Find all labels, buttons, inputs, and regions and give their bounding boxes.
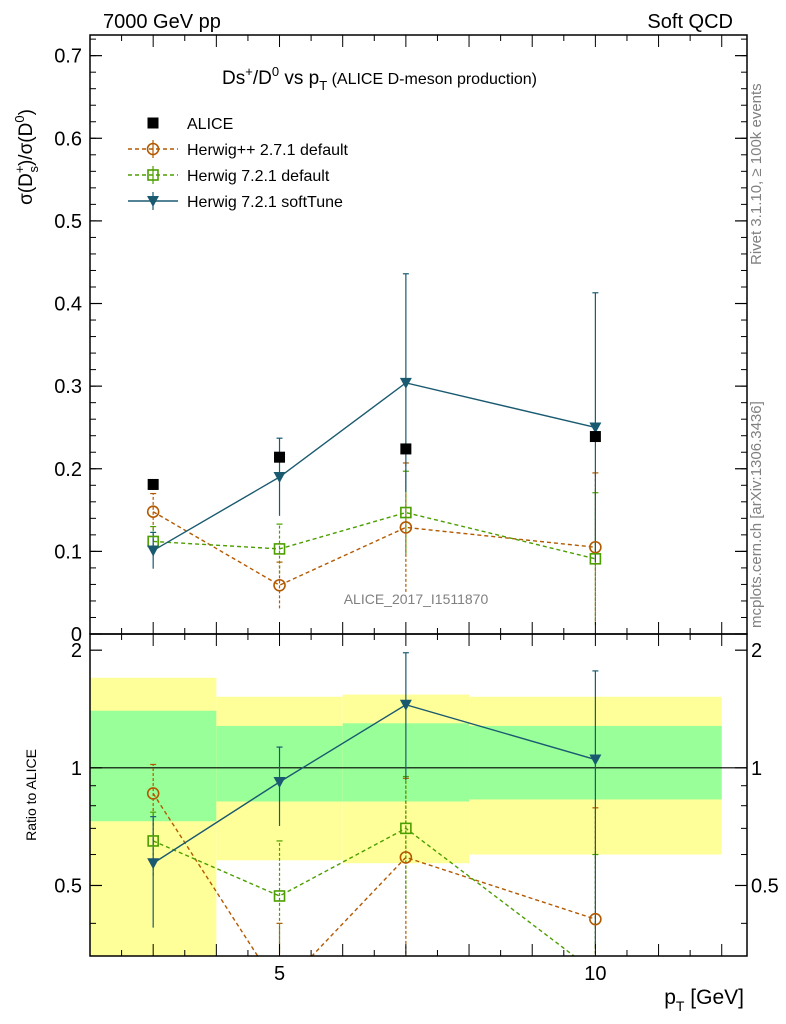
main-series-2-line <box>153 511 596 560</box>
main-series-0-point-1 <box>274 451 286 463</box>
ratio-series-1-line <box>152 827 576 956</box>
ratio-series-1-point-1 <box>273 890 286 902</box>
x-axis-label: pT [GeV] <box>664 986 744 1014</box>
ratio-series-2-point-0 <box>147 858 160 870</box>
ratio-ylabel: Ratio to ALICE <box>23 749 39 841</box>
ratio-ytick-label-right-2: 2 <box>751 640 762 662</box>
ratio-series-1-line-group <box>152 827 576 956</box>
ratio-series-2-point-3 <box>589 754 602 766</box>
main-ytick-label-4: 0.4 <box>54 294 82 316</box>
ratio-ytick-label-2: 2 <box>71 640 82 662</box>
main-series-2-point-2 <box>400 506 412 519</box>
main-series-3-point-2 <box>399 377 412 389</box>
main-series-0-point-3 <box>589 431 601 443</box>
main-ytick-label-0: 0 <box>71 624 82 646</box>
analysis-watermark: ALICE_2017_I1511870 <box>344 591 489 607</box>
mcplots-label: mcplots.cern.ch [arXiv:1306.3436] <box>748 401 765 628</box>
main-series-1-line-group <box>152 511 596 587</box>
ratio-series-2-point-1 <box>273 776 286 788</box>
main-series-0-point-2 <box>400 443 412 455</box>
main-series-3-point-0 <box>147 545 160 557</box>
stat-uncertainty-band-0 <box>90 710 217 822</box>
main-ytick-label-3: 0.3 <box>54 376 82 398</box>
rivet-label: Rivet 3.1.10, ≥ 100k events <box>748 83 765 265</box>
legend-marker-2 <box>147 169 159 181</box>
ratio-frame <box>89 633 748 957</box>
main-title: Ds+/D0 vs pT (ALICE D-meson production) <box>222 64 537 93</box>
main-series-1-point-1 <box>273 578 286 592</box>
xtick-label-1: 10 <box>584 963 606 985</box>
ratio-series-0-point-0 <box>146 787 160 800</box>
ratio-series-0-line <box>152 793 596 956</box>
ratio-series-2-point-2 <box>399 699 412 711</box>
ratio-series-0-point-3 <box>589 912 602 926</box>
main-series-1-point-3 <box>589 540 602 554</box>
main-series-3-point-3 <box>589 422 602 434</box>
xtick-label-0: 5 <box>274 963 285 985</box>
main-series-1-point-0 <box>146 505 160 519</box>
legend-label-0: ALICE <box>187 116 233 133</box>
legend-label-1: Herwig++ 2.7.1 default <box>187 142 349 159</box>
main-series-2-point-1 <box>273 543 286 555</box>
legend-marker-3 <box>147 196 159 207</box>
main-series-3-line <box>152 382 596 552</box>
main-series-0-point-0 <box>147 478 159 490</box>
ratio-series-0-line-group <box>152 793 596 956</box>
main-series-3-point-1 <box>273 472 286 484</box>
main-series-1-line <box>152 511 596 587</box>
ratio-ytick-label-0: 0.5 <box>54 875 82 897</box>
main-ytick-label-2: 0.2 <box>54 459 82 481</box>
main-series-3-errors <box>150 273 599 569</box>
ratio-ytick-label-right-1: 1 <box>751 758 762 780</box>
legend-marker-0 <box>147 117 159 129</box>
main-series-2-line-group <box>153 511 596 560</box>
ratio-series-0-point-2 <box>399 851 413 864</box>
ratio-series-2-line <box>152 704 596 864</box>
main-ytick-label-1: 0.1 <box>54 541 82 563</box>
legend-label-2: Herwig 7.2.1 default <box>187 168 330 185</box>
legend-label-3: Herwig 7.2.1 softTune <box>187 194 343 211</box>
main-ytick-label-5: 0.5 <box>54 211 82 233</box>
main-ylabel: σ(D+s)/σ(D0) <box>12 109 41 205</box>
main-series-3-line-group <box>152 382 596 552</box>
main-series-1-point-2 <box>399 521 413 534</box>
ratio-series-1-point-0 <box>147 835 159 847</box>
main-ytick-label-6: 0.6 <box>54 128 82 150</box>
main-ytick-label-7: 0.7 <box>54 46 82 68</box>
main-series-2-point-3 <box>589 553 602 565</box>
ratio-series-2-line-group <box>152 704 596 864</box>
header-right: Soft QCD <box>647 11 733 33</box>
header-left: 7000 GeV pp <box>103 11 221 33</box>
legend-marker-1 <box>146 142 160 156</box>
ratio-ytick-label-right-0: 0.5 <box>751 875 779 897</box>
ratio-series-1-point-2 <box>400 822 412 835</box>
ratio-ytick-label-1: 1 <box>71 758 82 780</box>
